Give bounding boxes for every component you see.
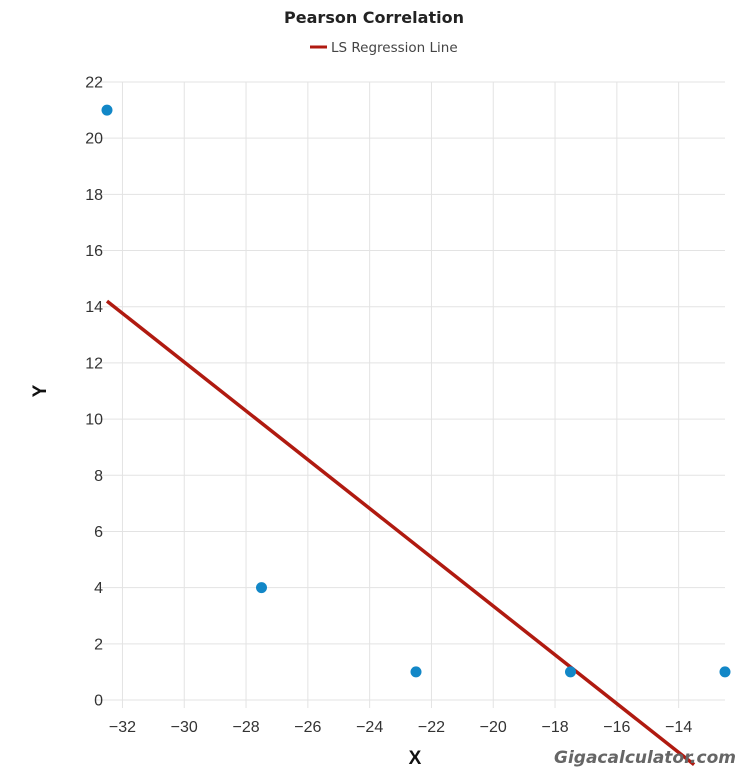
y-tick-label: 20: [85, 131, 103, 148]
x-axis-title: X: [409, 748, 422, 769]
x-tick-label: −22: [418, 719, 445, 736]
y-axis-ticks: 0 2 4 6 8 10 12 14 16 18 20 22: [85, 75, 103, 710]
y-tick-label: 0: [94, 693, 103, 710]
scatter-series: [101, 104, 731, 678]
data-point[interactable]: [565, 666, 576, 678]
x-tick-label: −28: [232, 719, 259, 736]
y-tick-label: 10: [85, 412, 103, 429]
x-tick-label: −16: [603, 719, 630, 736]
chart-title: Pearson Correlation: [284, 8, 464, 27]
y-tick-label: 22: [85, 75, 103, 92]
x-tick-label: −24: [356, 719, 383, 736]
y-tick-label: 4: [94, 580, 103, 597]
y-tick-label: 8: [94, 468, 103, 485]
data-point[interactable]: [101, 104, 113, 116]
y-axis-title: Y: [30, 384, 51, 397]
data-point[interactable]: [256, 582, 267, 594]
x-tick-label: −18: [541, 719, 568, 736]
x-tick-label: −14: [665, 719, 692, 736]
x-tick-label: −20: [480, 719, 507, 736]
x-tick-label: −26: [294, 719, 321, 736]
data-point[interactable]: [410, 666, 422, 678]
y-tick-label: 2: [94, 636, 103, 653]
y-tick-label: 6: [94, 524, 103, 541]
y-tick-label: 14: [85, 299, 103, 316]
legend[interactable]: LS Regression Line: [310, 40, 458, 56]
y-tick-label: 16: [85, 243, 103, 260]
x-tick-label: −30: [171, 719, 198, 736]
legend-label: LS Regression Line: [331, 40, 458, 56]
regression-series: [105, 299, 696, 766]
regression-line: [105, 299, 696, 766]
y-tick-label: 18: [85, 187, 103, 204]
grid: [96, 81, 725, 708]
y-tick-label: 12: [85, 355, 103, 372]
x-tick-label: −32: [109, 719, 136, 736]
x-axis-ticks: −32 −30 −28 −26 −24 −22 −20 −18 −16 −14: [109, 719, 692, 736]
watermark-logo: Gigacalculator.com: [554, 748, 736, 768]
data-point[interactable]: [719, 666, 731, 678]
